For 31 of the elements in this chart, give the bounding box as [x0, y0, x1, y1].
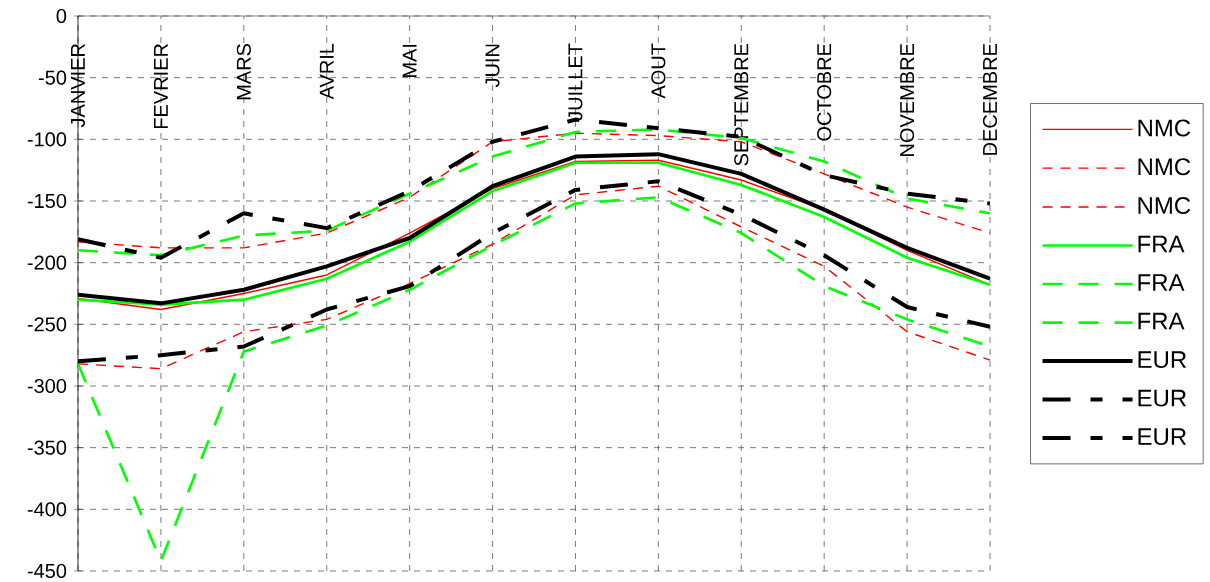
x-tick-label: OCTOBRE [817, 43, 832, 141]
legend-label: EUR [1138, 351, 1187, 369]
legend-label: NMC [1138, 119, 1191, 137]
legend-label: FRA [1138, 312, 1185, 330]
x-tick-label: NOVEMBRE [900, 43, 915, 156]
y-tick-label: -250 [27, 317, 67, 332]
legend-label: NMC [1138, 158, 1191, 176]
y-tick-label: 0 [56, 8, 67, 24]
x-tick-label: JANVIER [71, 43, 85, 128]
y-tick-label: -100 [27, 132, 67, 147]
x-tick-label: DECEMBRE [982, 43, 998, 155]
x-tick-label: FEVRIER [154, 43, 168, 129]
y-tick-label: -50 [38, 70, 67, 85]
legend-label: EUR [1138, 389, 1187, 407]
y-tick-label: -400 [27, 502, 67, 517]
y-tick-label: -450 [27, 563, 67, 579]
y-tick-label: -300 [27, 378, 67, 394]
y-tick-label: -150 [27, 193, 67, 209]
legend-label: FRA [1138, 235, 1185, 253]
x-tick-label: AOUT [651, 43, 666, 99]
x-tick-label: MARS [236, 43, 251, 100]
x-tick-label: AVRIL [319, 43, 334, 100]
x-tick-label: JUIN [485, 44, 500, 88]
legend-label: NMC [1138, 197, 1191, 215]
legend-label: EUR [1138, 428, 1187, 446]
y-tick-label: -350 [27, 440, 67, 455]
x-tick-label: JUILLET [568, 43, 583, 121]
x-tick-label: SEPTEMBRE [734, 43, 749, 166]
y-tick-label: -200 [27, 255, 67, 270]
x-tick-label: MAI [402, 44, 417, 77]
legend-label: FRA [1138, 274, 1185, 291]
